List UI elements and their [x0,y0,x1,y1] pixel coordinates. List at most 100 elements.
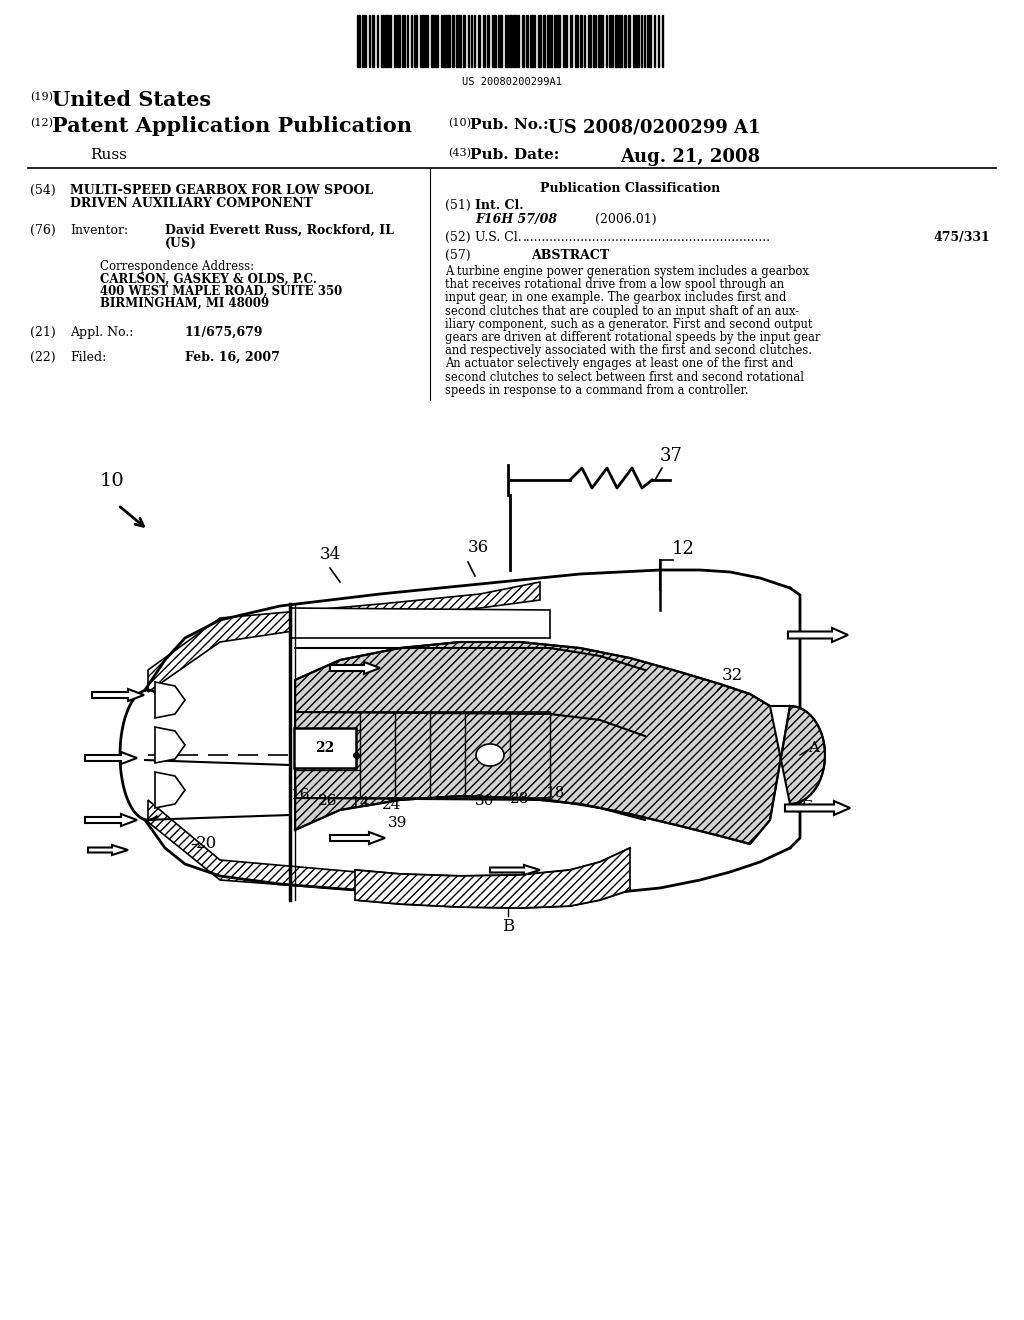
Bar [633,15,636,67]
Text: second clutches that are coupled to an input shaft of an aux-: second clutches that are coupled to an i… [445,305,799,318]
Polygon shape [295,642,825,843]
Polygon shape [88,845,128,855]
Text: Publication Classification: Publication Classification [540,182,720,195]
Bar [381,15,384,67]
Bar [598,15,601,67]
Polygon shape [85,814,137,826]
Text: David Everett Russ, Rockford, IL: David Everett Russ, Rockford, IL [165,224,394,238]
Polygon shape [330,832,385,843]
Text: 26: 26 [318,795,338,808]
Text: 36: 36 [468,539,489,556]
Text: CARLSON, GASKEY & OLDS, P.C.: CARLSON, GASKEY & OLDS, P.C. [100,273,316,286]
Polygon shape [788,628,848,642]
Bar [628,15,630,67]
Text: (19): (19) [30,92,53,103]
Text: Pub. Date:: Pub. Date: [470,148,559,162]
Text: 39: 39 [388,816,408,830]
Text: (10): (10) [449,117,471,128]
Text: 400 WEST MAPLE ROAD, SUITE 350: 400 WEST MAPLE ROAD, SUITE 350 [100,285,342,298]
Text: U.S. Cl.: U.S. Cl. [475,231,521,244]
Bar [513,15,516,67]
Bar [414,15,417,67]
Text: (52): (52) [445,231,471,244]
Text: iliary component, such as a generator. First and second output: iliary component, such as a generator. F… [445,318,812,331]
Bar [509,15,512,67]
Bar [522,15,524,67]
Bar [494,15,496,67]
Text: E: E [800,800,812,817]
Bar [463,15,465,67]
Bar [447,15,450,67]
Bar [538,15,541,67]
Bar [394,15,396,67]
Bar [563,15,565,67]
Bar [362,15,364,67]
Text: that receives rotational drive from a low spool through an: that receives rotational drive from a lo… [445,279,784,292]
Bar [487,15,489,67]
Text: A turbine engine power generation system includes a gearbox: A turbine engine power generation system… [445,265,809,279]
Bar [609,15,611,67]
Text: Filed:: Filed: [70,351,106,364]
Text: (57): (57) [445,249,471,261]
Bar [500,15,502,67]
Text: 16: 16 [290,788,309,803]
Polygon shape [148,800,540,898]
Text: Russ: Russ [90,148,127,162]
Bar [557,15,560,67]
Bar [294,729,356,768]
Text: Int. Cl.: Int. Cl. [475,199,523,213]
Bar [570,15,572,67]
Text: (US): (US) [165,238,197,249]
Bar [422,15,424,67]
Text: second clutches to select between first and second rotational: second clutches to select between first … [445,371,804,384]
Text: Feb. 16, 2007: Feb. 16, 2007 [185,351,280,364]
Text: 475/331: 475/331 [933,231,990,244]
Text: BIRMINGHAM, MI 48009: BIRMINGHAM, MI 48009 [100,297,269,310]
Polygon shape [92,689,144,701]
Bar [385,15,388,67]
Bar [478,15,480,67]
Bar [618,15,622,67]
Text: ABSTRACT: ABSTRACT [530,249,609,261]
Text: An actuator selectively engages at least one of the first and: An actuator selectively engages at least… [445,358,794,371]
Text: 24: 24 [382,799,401,812]
Polygon shape [85,752,137,764]
Text: DRIVEN AUXILIARY COMPONENT: DRIVEN AUXILIARY COMPONENT [70,197,312,210]
Text: speeds in response to a command from a controller.: speeds in response to a command from a c… [445,384,749,397]
Text: 18: 18 [546,785,564,800]
Text: input gear, in one example. The gearbox includes first and: input gear, in one example. The gearbox … [445,292,786,305]
Text: United States: United States [52,90,211,110]
Ellipse shape [476,744,504,766]
Bar [431,15,434,67]
Bar [435,15,438,67]
Text: (76): (76) [30,224,55,238]
Text: A: A [808,741,819,755]
Polygon shape [155,727,185,763]
Text: (12): (12) [30,117,53,128]
Text: Pub. No.:: Pub. No.: [470,117,549,132]
Polygon shape [330,663,380,675]
Text: (2006.01): (2006.01) [595,213,656,226]
Text: Correspondence Address:: Correspondence Address: [100,260,254,273]
Polygon shape [155,682,185,718]
Text: (51): (51) [445,199,471,213]
Bar [372,15,374,67]
Text: Patent Application Publication: Patent Application Publication [52,116,412,136]
Bar [505,15,508,67]
Text: 32: 32 [722,667,743,684]
Text: B: B [502,917,514,935]
Polygon shape [148,582,540,692]
Text: 11/675,679: 11/675,679 [185,326,263,339]
Text: (22): (22) [30,351,55,364]
Text: Inventor:: Inventor: [70,224,128,238]
Bar [588,15,591,67]
Polygon shape [155,772,185,808]
Bar [452,15,454,67]
Bar [443,15,446,67]
Text: 10: 10 [100,473,125,490]
Text: 12: 12 [672,540,695,558]
Polygon shape [490,865,540,875]
Bar [530,15,534,67]
Text: 20: 20 [196,836,217,853]
Text: 28: 28 [510,792,529,807]
